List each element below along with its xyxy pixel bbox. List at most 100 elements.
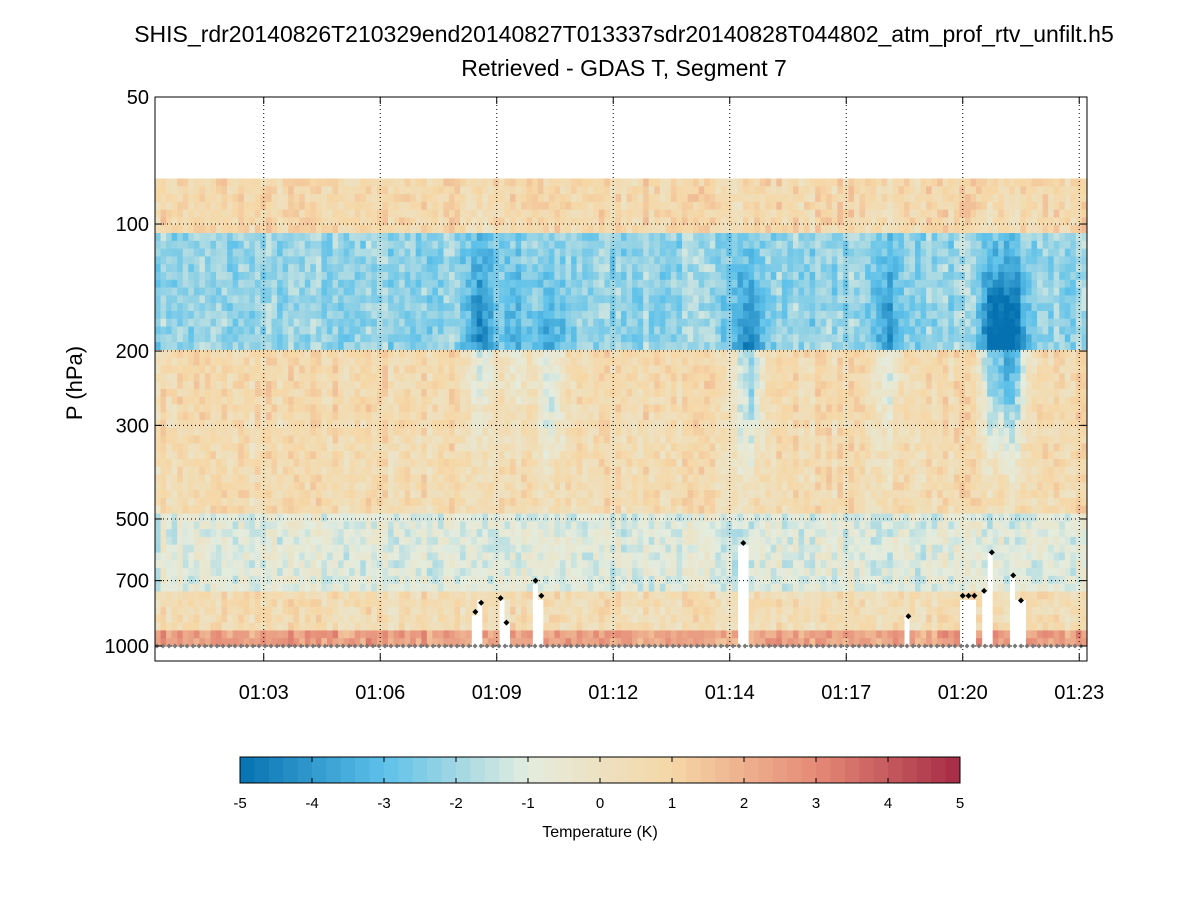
heatmap-cell — [243, 443, 250, 452]
heatmap-cell — [360, 349, 367, 359]
heatmap-cell — [249, 178, 256, 187]
heatmap-cell — [254, 443, 262, 452]
heatmap-cell — [410, 326, 417, 335]
heatmap-cell — [404, 490, 411, 499]
heatmap-cell — [510, 365, 517, 374]
heatmap-cell — [510, 373, 517, 382]
heatmap-cell — [487, 295, 495, 304]
heatmap-cell — [382, 607, 389, 616]
heatmap-cell — [465, 568, 472, 577]
heatmap-cell — [360, 225, 367, 234]
heatmap-cell — [315, 459, 323, 468]
heatmap-cell — [421, 544, 428, 554]
heatmap-cell — [548, 466, 556, 476]
heatmap-cell — [304, 544, 311, 554]
heatmap-cell — [199, 583, 206, 593]
heatmap-cell — [321, 513, 328, 522]
heatmap-cell — [232, 490, 239, 499]
heatmap-cell — [460, 396, 467, 406]
heatmap-cell — [521, 505, 528, 515]
heatmap-cell — [548, 521, 556, 530]
heatmap-cell — [465, 544, 472, 554]
heatmap-cell — [382, 256, 389, 265]
heatmap-cell — [282, 575, 289, 585]
heatmap-cell — [321, 225, 328, 234]
heatmap-cell — [615, 513, 622, 522]
heatmap-cell — [199, 505, 206, 515]
heatmap-cell — [321, 583, 328, 593]
heatmap-cell — [249, 256, 256, 265]
heatmap-cell — [365, 186, 372, 195]
heatmap-cell — [376, 544, 384, 554]
heatmap-cell — [182, 451, 189, 460]
heatmap-cell — [548, 342, 556, 351]
heatmap-cell — [493, 264, 500, 273]
heatmap-cell — [443, 178, 450, 187]
heatmap-cell — [510, 505, 517, 515]
heatmap-cell — [204, 568, 212, 577]
heatmap-cell — [443, 638, 450, 647]
heatmap-cell — [432, 381, 439, 390]
heatmap-cell — [193, 240, 200, 250]
heatmap-cell — [243, 607, 250, 616]
heatmap-cell — [310, 536, 317, 546]
heatmap-cell — [171, 607, 178, 616]
heatmap-cell — [365, 544, 372, 554]
heatmap-cell — [282, 552, 289, 561]
heatmap-cell — [449, 318, 456, 328]
heatmap-cell — [365, 271, 372, 281]
heatmap-cell — [454, 536, 461, 546]
heatmap-cell — [382, 349, 389, 359]
heatmap-cell — [421, 396, 428, 406]
heatmap-cell — [399, 490, 406, 499]
heatmap-cell — [210, 396, 217, 406]
heatmap-cell — [604, 240, 611, 250]
heatmap-cell — [177, 513, 184, 522]
heatmap-cell — [609, 466, 617, 476]
heatmap-cell — [282, 404, 289, 413]
heatmap-cell — [388, 388, 395, 398]
heatmap-cell — [249, 318, 256, 328]
heatmap-cell — [182, 552, 189, 561]
heatmap-cell — [521, 178, 528, 187]
heatmap-cell — [304, 427, 311, 437]
heatmap-cell — [221, 482, 228, 491]
heatmap-cell — [160, 412, 167, 421]
heatmap-cell — [277, 404, 284, 413]
heatmap-cell — [493, 630, 500, 639]
heatmap-cell — [437, 412, 445, 421]
heatmap-cell — [399, 209, 406, 219]
heatmap-cell — [155, 497, 162, 507]
heatmap-cell — [598, 583, 605, 593]
heatmap-cell — [160, 568, 167, 577]
heatmap-cell — [437, 248, 445, 258]
heatmap-cell — [598, 466, 605, 476]
heatmap-cell — [282, 544, 289, 554]
heatmap-cell — [504, 443, 511, 452]
heatmap-cell — [382, 194, 389, 203]
heatmap-cell — [166, 607, 173, 616]
heatmap-cell — [310, 318, 317, 328]
heatmap-cell — [243, 318, 250, 328]
heatmap-cell — [216, 568, 223, 577]
heatmap-cell — [526, 575, 533, 585]
heatmap-cell — [393, 427, 400, 437]
heatmap-cell — [482, 365, 489, 374]
heatmap-cell — [243, 342, 250, 351]
heatmap-cell — [210, 497, 217, 507]
heatmap-cell — [565, 591, 572, 600]
heatmap-cell — [454, 373, 461, 382]
heatmap-cell — [598, 186, 605, 195]
heatmap-cell — [393, 240, 400, 250]
heatmap-cell — [449, 240, 456, 250]
heatmap-cell — [410, 248, 417, 258]
heatmap-cell — [543, 381, 550, 390]
heatmap-cell — [510, 630, 517, 639]
heatmap-cell — [271, 466, 278, 476]
heatmap-cell — [310, 521, 317, 530]
heatmap-cell — [160, 482, 167, 491]
heatmap-cell — [160, 505, 167, 515]
heatmap-cell — [487, 404, 495, 413]
heatmap-cell — [476, 529, 483, 538]
heatmap-cell — [321, 279, 328, 289]
